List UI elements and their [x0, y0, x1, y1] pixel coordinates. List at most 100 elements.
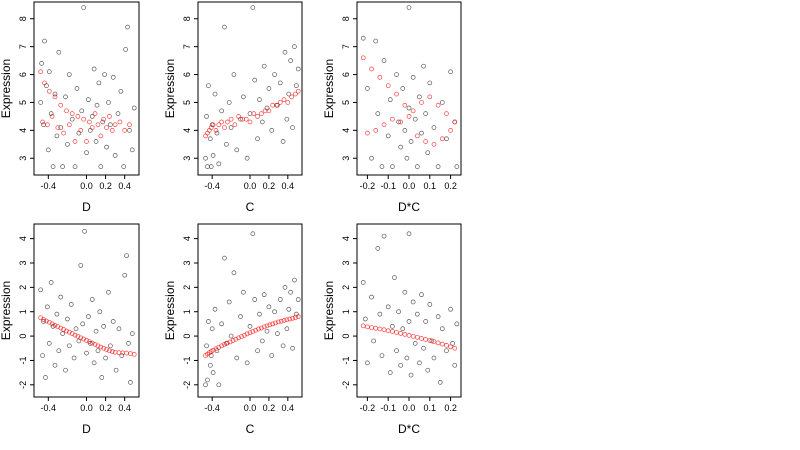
y-tick-label: 5	[182, 100, 192, 105]
observed-point	[119, 353, 125, 358]
observed-point	[205, 377, 210, 383]
fitted-point	[276, 319, 281, 325]
x-tick-label: 0.2	[99, 403, 112, 413]
y-tick-label: 2	[182, 285, 192, 290]
fitted-point	[258, 111, 264, 116]
observed-point	[89, 114, 95, 119]
observed-point	[295, 297, 301, 302]
observed-point	[250, 5, 256, 10]
observed-point	[292, 44, 297, 49]
fitted-point	[439, 136, 445, 142]
observed-point	[362, 316, 368, 322]
observed-point	[125, 24, 130, 30]
observed-point	[259, 338, 265, 344]
y-tick-label: 6	[182, 72, 192, 77]
y-axis-label: Expression	[322, 59, 336, 118]
observed-point	[208, 164, 214, 169]
fitted-point	[394, 330, 399, 335]
fitted-point	[414, 334, 420, 340]
observed-point	[73, 326, 79, 332]
observed-point	[277, 80, 283, 86]
observed-point	[439, 326, 445, 332]
x-tick-label: -0.4	[204, 181, 220, 191]
fitted-point	[281, 318, 287, 323]
fitted-point	[250, 329, 256, 334]
x-tick-label: 0.0	[80, 403, 93, 413]
fitted-point	[89, 125, 95, 130]
fitted-point	[444, 111, 449, 116]
observed-point	[60, 164, 65, 169]
observed-point	[396, 309, 401, 315]
y-tick-label: 1	[18, 309, 28, 314]
fitted-point	[78, 335, 84, 341]
observed-point	[224, 141, 229, 147]
observed-point	[65, 316, 70, 322]
fitted-point	[127, 122, 132, 128]
observed-point	[95, 348, 101, 354]
observed-point	[410, 74, 416, 80]
observed-point	[210, 370, 216, 375]
fitted-points	[203, 88, 301, 139]
fitted-point	[410, 108, 416, 114]
fitted-point	[243, 116, 249, 122]
y-tick-label: 7	[341, 44, 351, 49]
fitted-point	[89, 340, 95, 346]
observed-point	[365, 360, 370, 366]
observed-point	[448, 306, 453, 312]
fitted-point	[398, 331, 404, 336]
y-tick-label: -2	[341, 381, 351, 389]
observed-point	[131, 105, 137, 111]
fitted-point	[109, 349, 115, 354]
fitted-point	[58, 325, 64, 331]
fitted-point	[122, 128, 128, 133]
fitted-point	[222, 125, 227, 130]
fitted-point	[92, 111, 98, 116]
fitted-point	[373, 325, 379, 331]
observed-points	[360, 231, 460, 385]
observed-point	[54, 133, 60, 139]
observed-point	[48, 111, 54, 116]
y-tick-label: 1	[182, 309, 192, 314]
observed-point	[74, 86, 80, 91]
fitted-point	[402, 102, 408, 108]
fitted-point	[213, 128, 219, 133]
observed-point	[450, 341, 456, 346]
fitted-point	[78, 128, 84, 133]
observed-point	[257, 311, 262, 317]
fitted-point	[112, 349, 118, 355]
observed-point	[255, 348, 260, 354]
y-tick-label: -1	[18, 356, 28, 364]
observed-point	[454, 164, 460, 169]
fitted-point	[406, 333, 412, 338]
x-axis-label: D	[82, 200, 91, 214]
observed-point	[266, 86, 272, 91]
fitted-point	[244, 331, 250, 337]
observed-point	[63, 94, 68, 100]
observed-point	[419, 292, 424, 298]
observed-point	[292, 277, 297, 283]
y-tick-label: 7	[182, 44, 192, 49]
y-tick-label: 4	[182, 128, 192, 133]
observed-point	[373, 38, 379, 44]
observed-point	[41, 319, 46, 324]
y-tick-label: 0	[18, 334, 28, 339]
observed-point	[66, 343, 72, 349]
fitted-point	[381, 122, 387, 128]
observed-point	[404, 355, 410, 361]
fitted-point	[131, 352, 137, 357]
y-axis-label: Expression	[163, 59, 177, 118]
observed-point	[394, 348, 399, 354]
observed-point	[216, 382, 222, 388]
observed-point	[80, 321, 86, 327]
fitted-point	[75, 114, 81, 119]
observed-point	[203, 382, 208, 388]
fitted-point	[431, 339, 437, 345]
observed-point	[56, 49, 62, 55]
observed-point	[277, 297, 283, 302]
observed-point	[252, 77, 258, 83]
fitted-point	[256, 326, 261, 332]
fitted-point	[427, 94, 433, 100]
fitted-point	[46, 88, 52, 94]
y-axis-label: Expression	[163, 281, 177, 340]
